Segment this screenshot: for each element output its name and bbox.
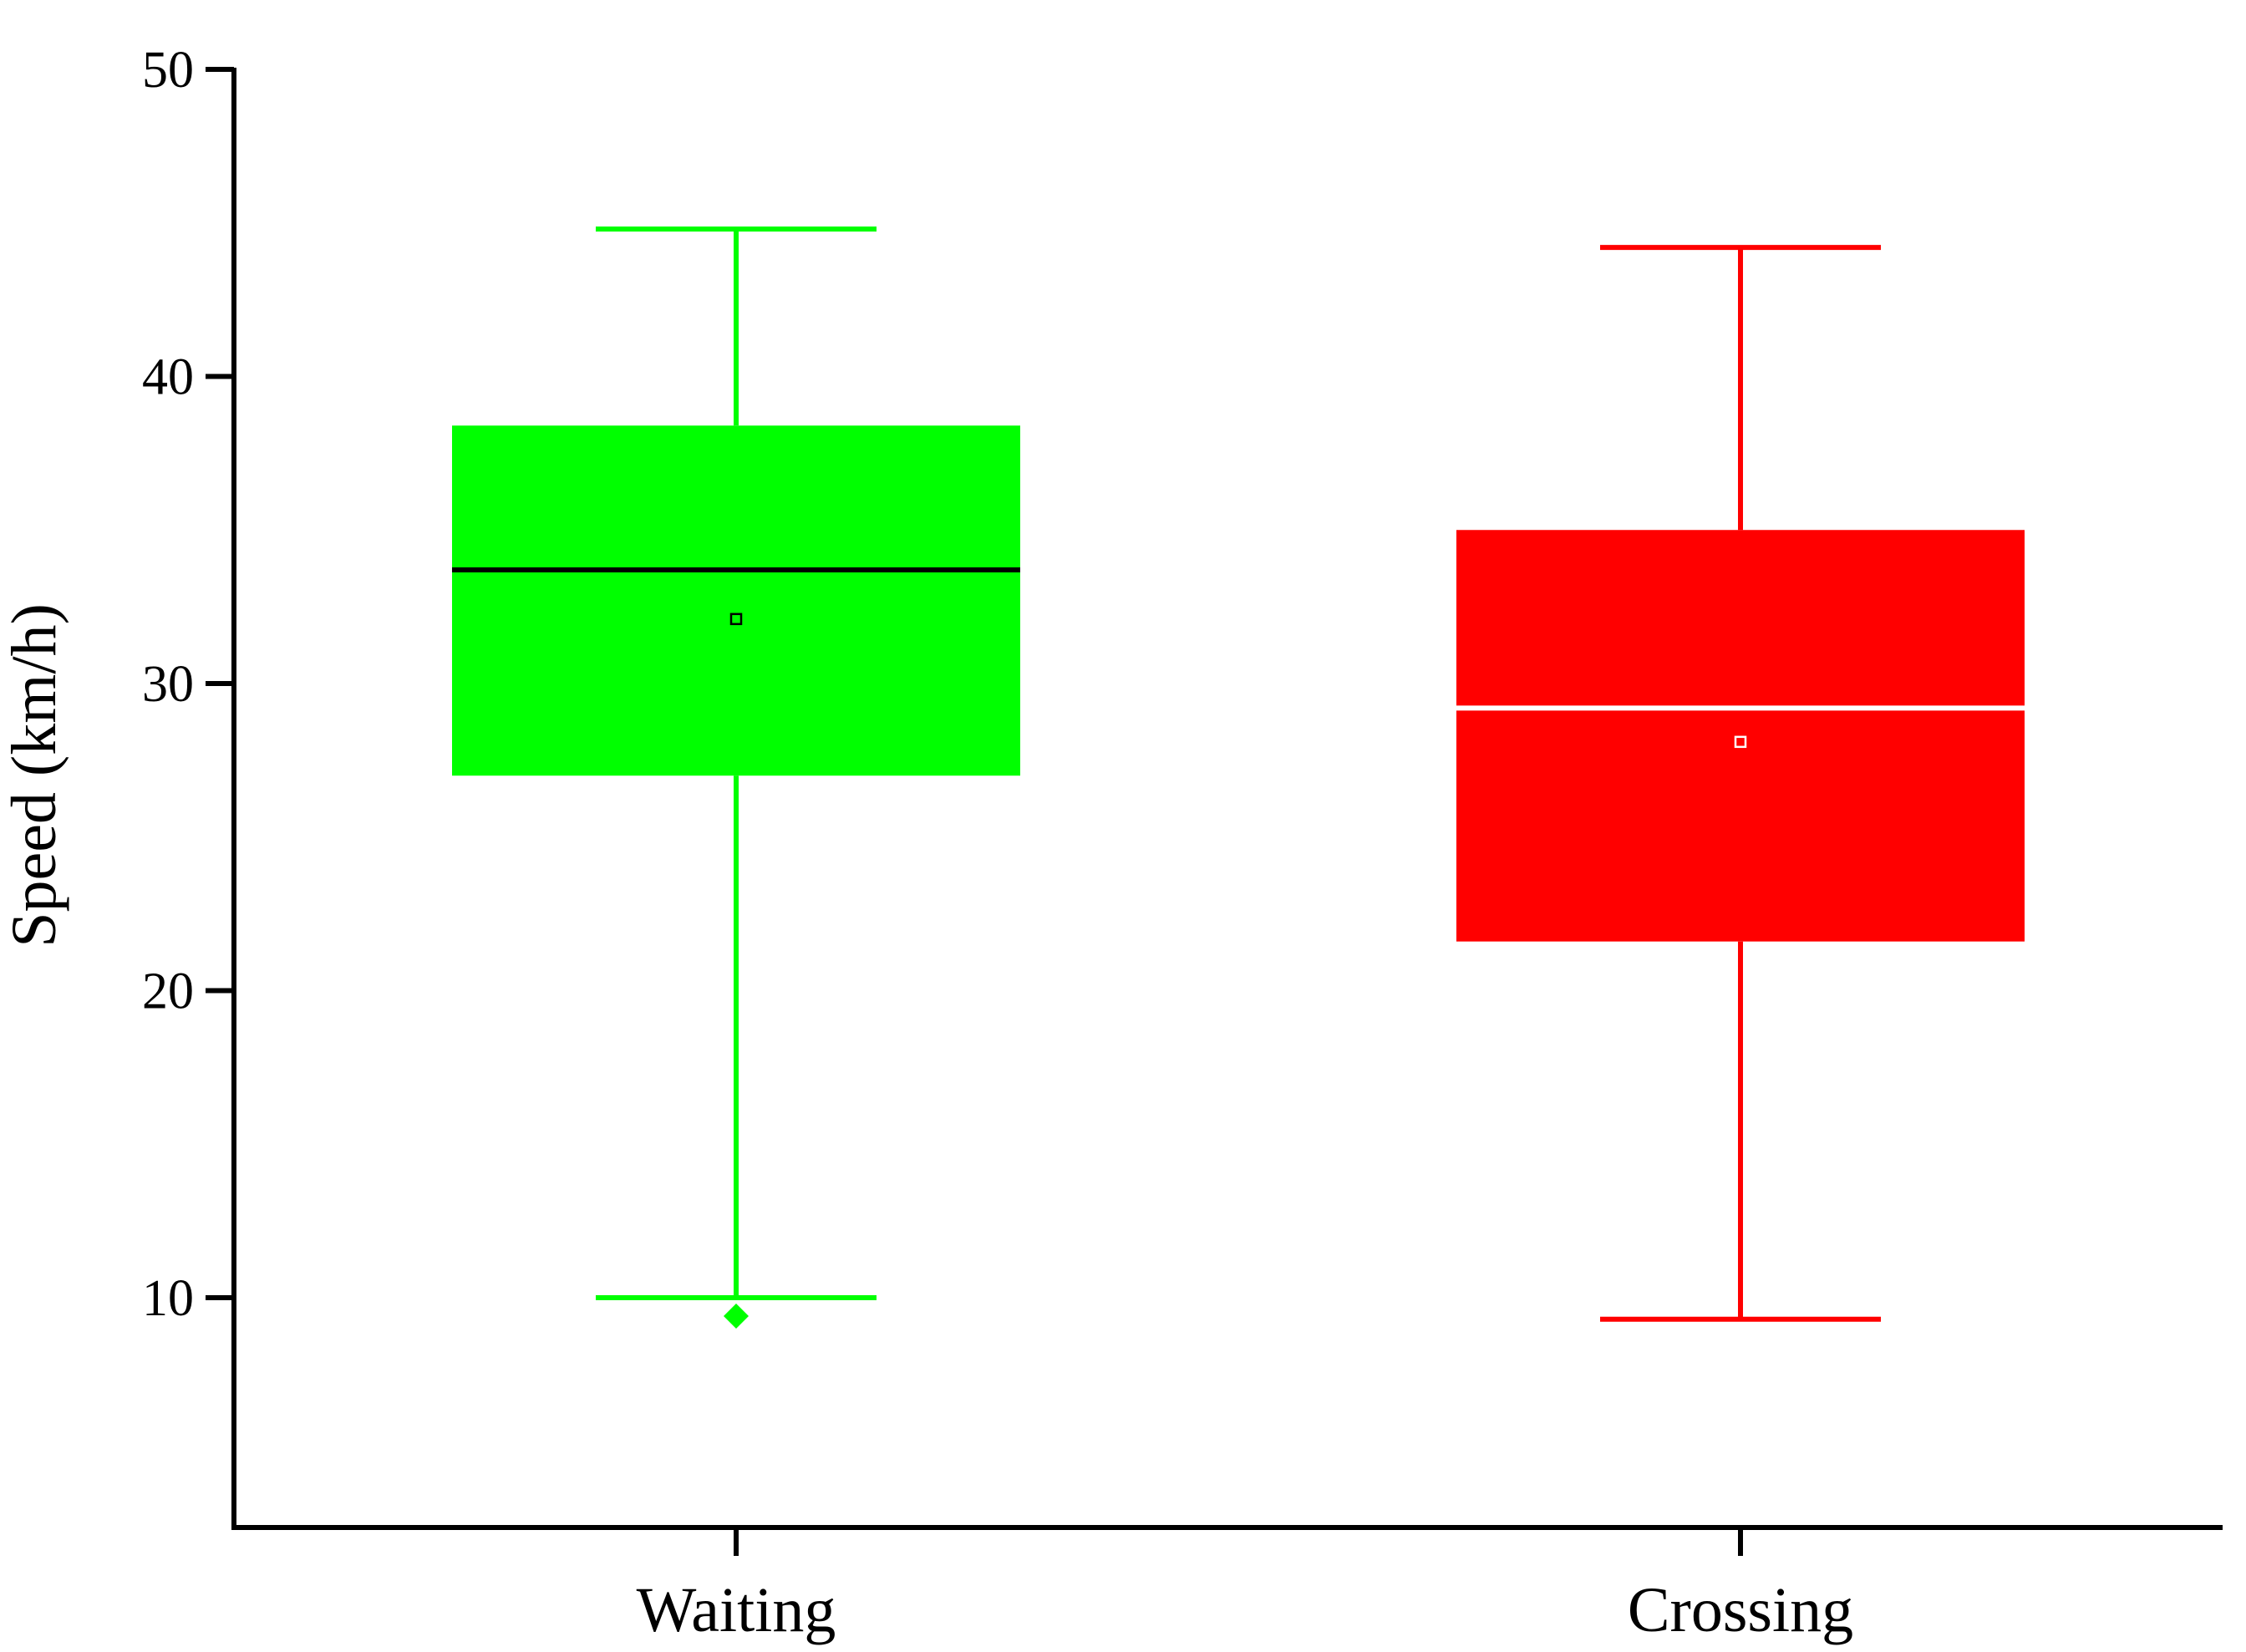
x-category-label: Waiting xyxy=(637,1575,836,1645)
y-tick-label: 10 xyxy=(142,1270,194,1327)
outlier-point xyxy=(724,1304,749,1329)
box-waiting xyxy=(452,226,1020,1329)
y-tick-label: 30 xyxy=(142,656,194,713)
iqr-box xyxy=(1456,530,2025,942)
y-tick-label: 40 xyxy=(142,349,194,406)
x-category-label: Crossing xyxy=(1628,1575,1853,1645)
y-axis-title: Speed (km/h) xyxy=(0,603,69,948)
mean-marker xyxy=(729,613,743,626)
y-tick-label: 50 xyxy=(142,42,194,99)
axes: 10 20 30 40 50 Waiting Crossing xyxy=(142,42,2223,1645)
iqr-box xyxy=(452,425,1020,776)
plot-area xyxy=(452,226,2025,1329)
mean-marker xyxy=(1734,735,1747,749)
box-crossing xyxy=(1456,245,2025,1322)
y-tick-label: 20 xyxy=(142,963,194,1020)
